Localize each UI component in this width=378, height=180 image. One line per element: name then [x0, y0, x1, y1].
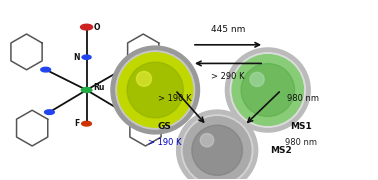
- Text: > 290 K: > 290 K: [211, 72, 245, 81]
- Circle shape: [117, 67, 127, 72]
- Text: F: F: [74, 119, 80, 128]
- Ellipse shape: [116, 51, 195, 129]
- Circle shape: [82, 121, 91, 126]
- Circle shape: [81, 87, 92, 93]
- Ellipse shape: [232, 55, 304, 125]
- Ellipse shape: [250, 72, 264, 86]
- Ellipse shape: [225, 48, 310, 132]
- Text: MS1: MS1: [290, 122, 312, 131]
- Ellipse shape: [177, 110, 258, 180]
- Ellipse shape: [118, 53, 193, 127]
- Ellipse shape: [136, 71, 152, 86]
- Circle shape: [45, 110, 54, 114]
- Text: > 190 K: > 190 K: [158, 94, 192, 103]
- Text: O: O: [93, 22, 100, 32]
- Ellipse shape: [181, 115, 253, 180]
- Text: GS: GS: [158, 122, 172, 131]
- Ellipse shape: [183, 117, 251, 180]
- Text: N: N: [73, 53, 80, 62]
- Text: Ru: Ru: [93, 83, 105, 92]
- Ellipse shape: [230, 53, 305, 127]
- Circle shape: [81, 24, 93, 30]
- Ellipse shape: [192, 125, 242, 175]
- Ellipse shape: [127, 62, 183, 118]
- Circle shape: [41, 67, 51, 72]
- Ellipse shape: [111, 46, 200, 134]
- Ellipse shape: [241, 64, 294, 116]
- Text: 445 nm: 445 nm: [211, 25, 245, 34]
- Circle shape: [119, 110, 129, 114]
- Ellipse shape: [200, 134, 214, 147]
- Text: 980 nm: 980 nm: [285, 138, 317, 147]
- Circle shape: [82, 55, 91, 59]
- Text: > 190 K: > 190 K: [148, 138, 181, 147]
- Text: 980 nm: 980 nm: [287, 94, 319, 103]
- Text: MS2: MS2: [270, 146, 291, 155]
